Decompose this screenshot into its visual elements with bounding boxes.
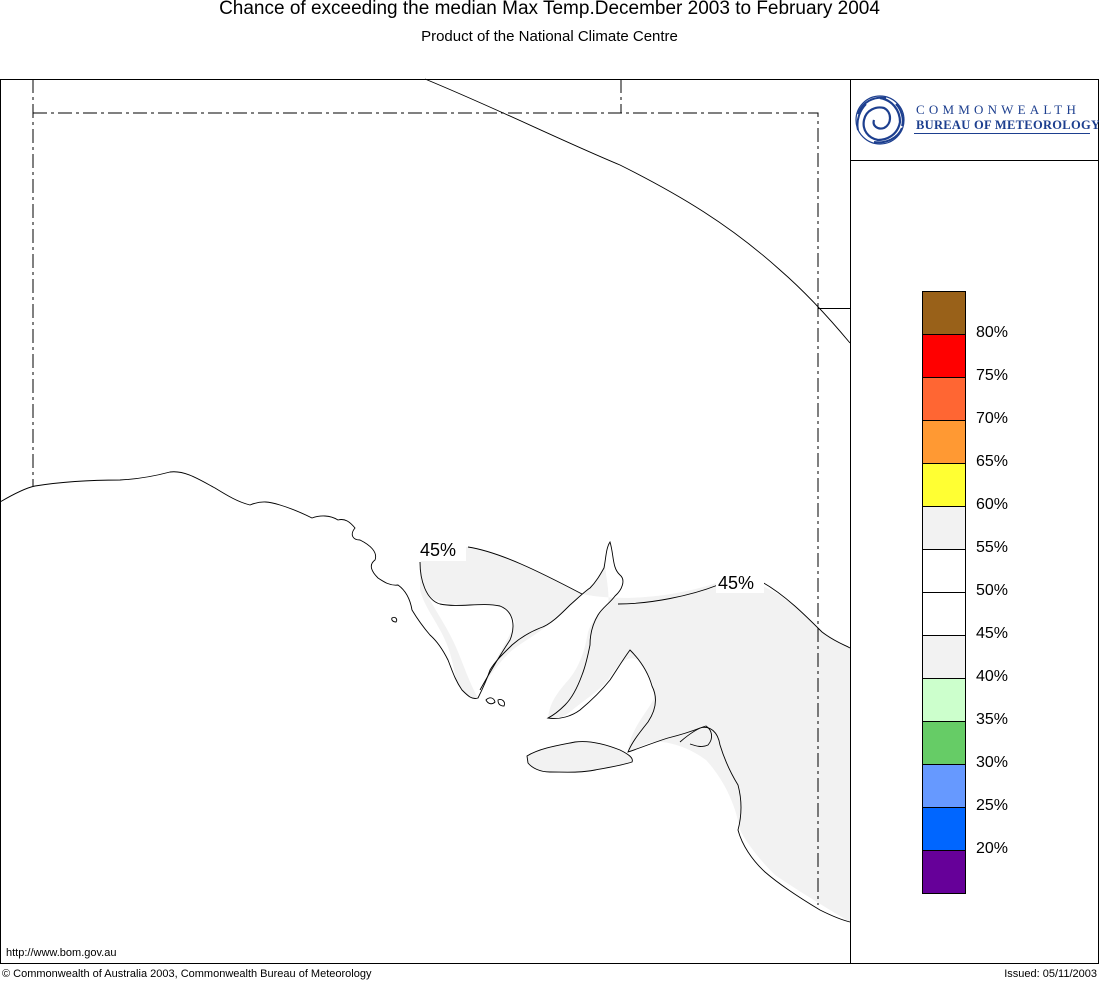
island-small [485, 697, 505, 707]
region-boundary [424, 78, 851, 344]
legend-swatch [922, 807, 966, 850]
legend-swatch [922, 721, 966, 764]
legend-label: 25% [976, 797, 1009, 814]
contour-label-1: 45% [420, 540, 457, 560]
gulf-detail [679, 725, 713, 747]
legend-label: 70% [976, 410, 1009, 427]
logo-line-2: BUREAU OF METEOROLOGY [916, 118, 1099, 132]
legend-label: 80% [976, 324, 1009, 341]
legend-swatch [922, 549, 966, 592]
logo-line-1: COMMONWEALTH [916, 102, 1081, 117]
legend-swatch [922, 764, 966, 807]
legend-swatch [922, 635, 966, 678]
coastline [0, 471, 851, 923]
contour-label-2: 45% [718, 573, 755, 593]
legend-label: 55% [976, 539, 1009, 556]
map-title: Chance of exceeding the median Max Temp.… [219, 0, 880, 19]
footer-copyright: © Commonwealth of Australia 2003, Common… [2, 968, 372, 980]
legend-swatch [922, 420, 966, 463]
bom-logo: COMMONWEALTH BUREAU OF METEOROLOGY [851, 80, 1099, 160]
footer-url[interactable]: http://www.bom.gov.au [6, 947, 117, 959]
island-tiny [391, 616, 398, 623]
legend-swatch [922, 334, 966, 377]
contour-45-east [617, 581, 851, 649]
map-subtitle: Product of the National Climate Centre [421, 28, 678, 45]
contour-45-west [419, 561, 514, 691]
legend-label: 20% [976, 840, 1009, 857]
legend-label: 45% [976, 625, 1009, 642]
legend-swatch [922, 506, 966, 549]
legend-swatch [922, 678, 966, 721]
shaded-region-east [548, 560, 850, 922]
legend-swatch [922, 377, 966, 420]
contour-label-bg-2 [716, 573, 764, 593]
legend-swatch [922, 463, 966, 506]
legend-label: 40% [976, 668, 1009, 685]
legend-label: 35% [976, 711, 1009, 728]
legend-label: 65% [976, 453, 1009, 470]
legend-label: 30% [976, 754, 1009, 771]
colour-legend [922, 291, 966, 894]
contour-45-top [467, 546, 583, 595]
legend-label: 75% [976, 367, 1009, 384]
unshaded-hole-west [428, 596, 515, 698]
logo-rule [914, 133, 1090, 134]
kangaroo-island [526, 741, 633, 773]
border-dashed-top [33, 112, 819, 905]
legend-label: 60% [976, 496, 1009, 513]
legend-label: 50% [976, 582, 1009, 599]
bom-logo-icon [855, 95, 905, 145]
legend-swatch [922, 850, 966, 894]
legend-swatch [922, 592, 966, 635]
footer-issued-date: Issued: 05/11/2003 [1004, 968, 1097, 980]
legend-swatch [922, 291, 966, 334]
contour-label-bg-1 [418, 541, 466, 561]
